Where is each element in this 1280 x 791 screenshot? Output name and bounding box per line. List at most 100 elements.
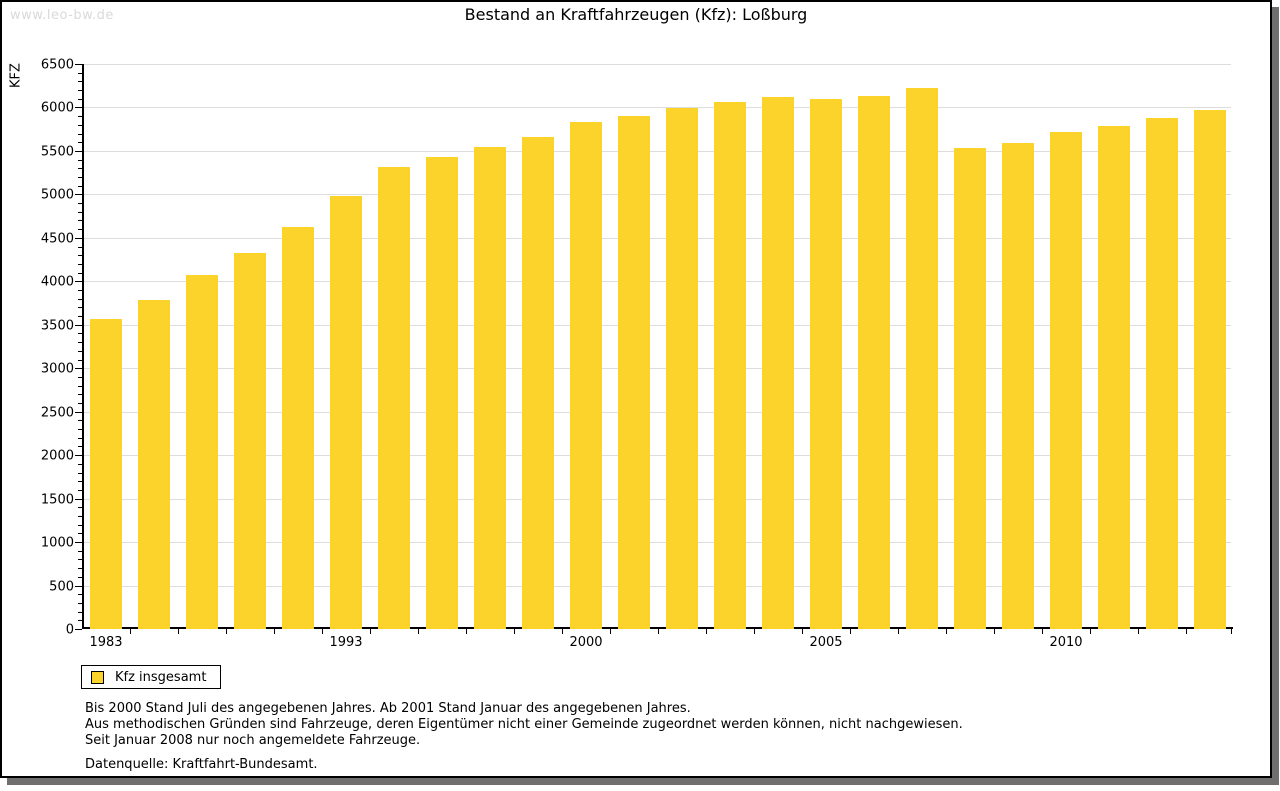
y-minor-tick-1800 [78, 473, 82, 474]
gridline-6000 [84, 107, 1231, 108]
x-tick-3 [274, 629, 275, 634]
y-minor-tick-5200 [78, 177, 82, 178]
y-minor-tick-1900 [78, 464, 82, 465]
y-major-tick-5500 [75, 151, 82, 152]
y-minor-tick-6400 [78, 73, 82, 74]
y-minor-tick-1600 [78, 490, 82, 491]
y-major-tick-2000 [75, 455, 82, 456]
y-major-tick-3500 [75, 325, 82, 326]
x-tick-0 [130, 629, 131, 634]
bar-2012 [1146, 118, 1178, 629]
y-tick-label-1500: 1500 [40, 492, 74, 508]
source-line: Datenquelle: Kraftfahrt-Bundesamt. [85, 757, 318, 772]
y-minor-tick-4400 [78, 247, 82, 248]
gridline-1500 [84, 499, 1231, 500]
y-minor-tick-1400 [78, 507, 82, 508]
bar-2000 [570, 122, 602, 629]
y-minor-tick-2700 [78, 394, 82, 395]
y-minor-tick-6100 [78, 99, 82, 100]
y-minor-tick-5400 [78, 160, 82, 161]
x-tick-18 [994, 629, 995, 634]
x-tick-20 [1090, 629, 1091, 634]
bar-2001 [618, 116, 650, 629]
watermark-text: www.leo-bw.de [10, 8, 114, 23]
y-minor-tick-4200 [78, 264, 82, 265]
y-minor-tick-3800 [78, 299, 82, 300]
y-tick-label-1000: 1000 [40, 535, 74, 551]
x-tick-11 [658, 629, 659, 634]
y-major-tick-500 [75, 586, 82, 587]
y-minor-tick-2100 [78, 446, 82, 447]
y-minor-tick-800 [78, 559, 82, 560]
gridline-3000 [84, 368, 1231, 369]
gridline-3500 [84, 325, 1231, 326]
y-tick-label-6500: 6500 [40, 57, 74, 73]
bar-2013 [1194, 110, 1226, 629]
y-minor-tick-1300 [78, 516, 82, 517]
bar-1995 [378, 167, 410, 629]
legend-label: Kfz insgesamt [115, 669, 207, 685]
y-major-tick-6000 [75, 107, 82, 108]
x-tick-15 [850, 629, 851, 634]
y-minor-tick-6300 [78, 81, 82, 82]
y-minor-tick-5800 [78, 125, 82, 126]
bar-1987 [186, 275, 218, 629]
y-minor-tick-300 [78, 603, 82, 604]
y-axis-line [82, 64, 84, 629]
bar-1983 [90, 319, 122, 629]
gridline-2000 [84, 455, 1231, 456]
x-tick-label-2010: 2010 [1049, 635, 1083, 650]
gridline-1000 [84, 542, 1231, 543]
y-minor-tick-3600 [78, 316, 82, 317]
y-tick-label-4500: 4500 [40, 231, 74, 247]
y-minor-tick-3400 [78, 333, 82, 334]
y-tick-label-3500: 3500 [40, 318, 74, 334]
bar-1998 [474, 147, 506, 629]
x-tick-21 [1138, 629, 1139, 634]
x-tick-8 [514, 629, 515, 634]
legend-box: Kfz insgesamt [81, 665, 221, 689]
y-major-tick-2500 [75, 412, 82, 413]
gridline-500 [84, 586, 1231, 587]
x-tick-17 [946, 629, 947, 634]
bar-2005 [810, 99, 842, 629]
gridline-5000 [84, 194, 1231, 195]
y-tick-label-5500: 5500 [40, 144, 74, 160]
y-minor-tick-200 [78, 612, 82, 613]
bar-1989 [234, 253, 266, 629]
y-minor-tick-2600 [78, 403, 82, 404]
y-tick-label-3000: 3000 [40, 361, 74, 377]
y-tick-label-6000: 6000 [40, 100, 74, 116]
footnote-line-3: Seit Januar 2008 nur noch angemeldete Fa… [85, 733, 421, 748]
x-tick-2 [226, 629, 227, 634]
y-minor-tick-1700 [78, 481, 82, 482]
y-minor-tick-4700 [78, 220, 82, 221]
y-minor-tick-2200 [78, 438, 82, 439]
y-major-tick-1000 [75, 542, 82, 543]
x-tick-22 [1186, 629, 1187, 634]
y-minor-tick-5600 [78, 142, 82, 143]
y-minor-tick-3200 [78, 351, 82, 352]
x-axis-line [82, 627, 1233, 629]
y-minor-tick-5100 [78, 186, 82, 187]
y-tick-label-500: 500 [49, 579, 74, 595]
x-tick-10 [610, 629, 611, 634]
bar-2003 [714, 102, 746, 629]
gridline-4000 [84, 281, 1231, 282]
x-tick-1 [178, 629, 179, 634]
footnote-block: Bis 2000 Stand Juli des angegebenen Jahr… [85, 701, 963, 773]
bar-1993 [330, 196, 362, 629]
y-minor-tick-4900 [78, 203, 82, 204]
y-minor-tick-5700 [78, 134, 82, 135]
y-minor-tick-4100 [78, 273, 82, 274]
y-major-tick-4000 [75, 281, 82, 282]
x-tick-label-1993: 1993 [329, 635, 363, 650]
bar-2009 [1002, 143, 1034, 629]
y-major-tick-1500 [75, 499, 82, 500]
y-minor-tick-1100 [78, 533, 82, 534]
y-minor-tick-5300 [78, 168, 82, 169]
x-tick-7 [466, 629, 467, 634]
bar-2007 [906, 88, 938, 629]
y-minor-tick-5900 [78, 116, 82, 117]
y-minor-tick-3900 [78, 290, 82, 291]
